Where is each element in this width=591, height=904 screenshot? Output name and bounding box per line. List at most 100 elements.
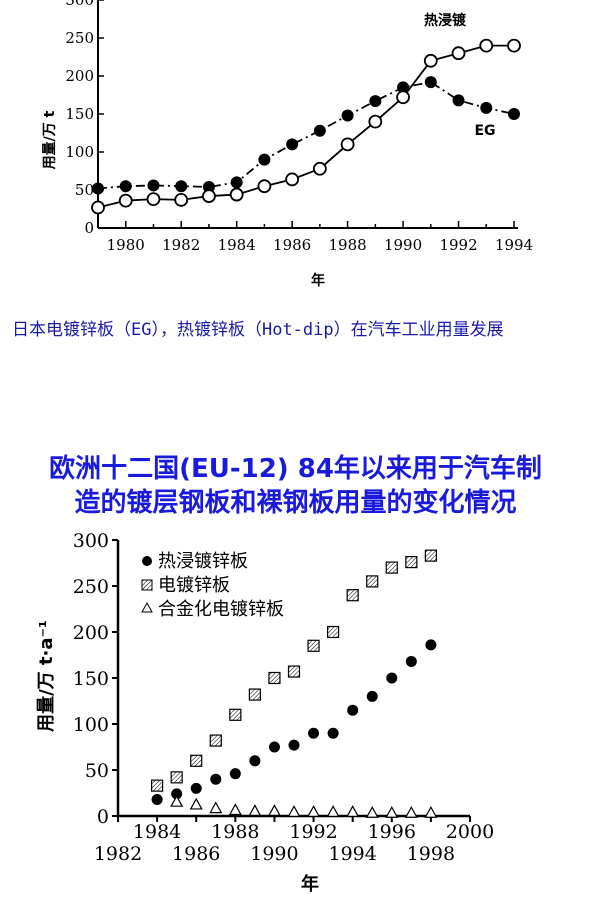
chart2-y-tick-label: 50 [85,760,109,782]
chart1-point-eg [119,180,132,193]
legend-marker-eg [141,579,153,591]
chart1-point-eg [508,108,520,120]
chart1-x-tick-label: 1986 [273,236,311,254]
chart1-point-eg [369,95,382,108]
chart2-point-hot-dip [308,727,320,739]
chart2-point-alloy [209,801,223,814]
chart1-point-hot-dip [91,200,105,215]
chart2-x-tick-label-upper: 1988 [211,821,259,843]
legend-marker-hot-dip [142,556,152,566]
chart1-y-tick-label: 250 [65,29,94,47]
chart2-x-tick-label-upper: 1992 [289,821,337,843]
chart2-point-alloy [189,797,203,810]
chart2-title: 欧洲十二国(EU-12) 84年以来用于汽车制 造的镀层钢板和裸钢板用量的变化情… [0,452,591,520]
chart2-point-alloy [267,804,281,816]
chart1-point-hot-dip [229,187,244,202]
chart1-point-hot-dip [479,38,494,53]
chart2-point-eg [346,589,359,602]
chart2-title-line2: 造的镀层钢板和裸钢板用量的变化情况 [74,488,517,518]
chart2-point-alloy [228,803,242,816]
chart2-point-hot-dip [171,788,183,800]
chart2-point-hot-dip [190,782,202,794]
chart1-x-tick-label: 1980 [107,236,145,254]
chart1-point-hot-dip [423,53,438,68]
legend-label-hot-dip: 热浸镀锌板 [158,551,248,572]
chart1-x-tick-label: 1992 [439,236,477,254]
chart1-x-tick-label: 1990 [384,236,422,254]
chart2-x-tick-label-lower: 1986 [172,843,220,865]
chart2-point-eg [424,549,437,562]
chart2-point-eg [385,561,398,574]
chart2-y-tick-label: 250 [73,576,109,598]
series-label-eg: EG [474,123,495,139]
chart2-point-eg [229,708,242,721]
chart2-x-tick-label-upper: 1984 [133,821,181,843]
chart1-point-hot-dip [312,161,327,176]
chart2-point-hot-dip [425,639,437,651]
chart1-y-tick-label: 100 [65,143,94,161]
chart2-point-eg [287,665,301,678]
chart1-point-hot-dip [368,114,383,129]
chart2-point-hot-dip [405,655,417,667]
chart2-x-tick-label-lower: 1994 [328,843,376,865]
chart2-point-hot-dip [229,768,241,780]
chart2-point-eg [405,555,418,569]
chart1-point-hot-dip [396,90,410,105]
chart1-point-hot-dip [146,192,161,207]
chart2-point-hot-dip [366,690,378,702]
chart2-point-eg [170,771,183,784]
chart2-point-hot-dip [347,704,359,716]
chart2-x-tick-label-lower: 1982 [94,843,142,865]
chart2-point-alloy [385,805,399,818]
chart1-x-tick-label: 1982 [162,236,200,254]
chart2-point-hot-dip [386,672,398,684]
chart2-x-tick-label-lower: 1990 [250,843,298,865]
chart2-y-tick-label: 0 [97,806,109,828]
chart2-point-hot-dip [288,739,300,751]
chart2-point-hot-dip [151,793,163,805]
chart2-point-eg [307,639,320,652]
chart2-point-eg [248,688,261,701]
chart2-point-hot-dip [327,727,339,739]
chart1-point-eg [230,176,243,189]
chart2-point-hot-dip [268,741,280,753]
chart2-marks [151,549,438,818]
chart1-point-eg [92,182,104,195]
chart1-point-eg [286,138,299,151]
chart1-xlabel: 年 [311,272,325,289]
chart2-point-alloy [404,805,418,818]
chart1-point-eg [452,94,465,107]
chart1-point-eg [424,76,437,89]
chart1-x-tick-label: 1984 [218,236,256,254]
chart2-point-alloy [287,805,301,817]
chart1-point-eg [175,180,188,193]
chart2-point-alloy [326,805,340,817]
chart2-point-alloy [248,804,262,816]
chart2-legend: 热浸镀锌板 电镀锌板 合金化电镀锌板 [141,551,284,620]
chart1-y-tick-label: 0 [84,219,94,237]
legend-label-alloy: 合金化电镀锌板 [158,599,284,620]
chart1-point-hot-dip [118,193,133,208]
chart2-y-tick-label: 100 [73,714,109,736]
chart2-point-eg [151,779,164,792]
chart1-point-hot-dip [202,189,216,203]
chart1-y-tick-label: 300 [65,0,94,9]
chart2-ylabel: 用量/万 t·a⁻¹ [35,620,57,732]
chart2-xlabel: 年 [301,873,319,895]
chart2-point-alloy [307,805,321,817]
chart1-y-tick-label: 150 [65,105,94,123]
series-label-hot-dip: 热浸镀 [424,12,467,29]
chart2-title-line1: 欧洲十二国(EU-12) 84年以来用于汽车制 [49,454,542,484]
chart1-point-hot-dip [340,137,355,152]
chart2-point-eg [209,734,222,747]
legend-marker-alloy [141,601,153,613]
chart1-marks [91,38,521,215]
chart2-point-eg [268,671,281,685]
chart2-point-eg [190,754,203,767]
chart2-point-alloy [170,794,184,807]
chart1-point-eg [258,153,271,166]
chart1-point-hot-dip [451,46,466,61]
chart1-y-tick-label: 200 [65,67,94,85]
chart1-point-eg [397,81,410,94]
